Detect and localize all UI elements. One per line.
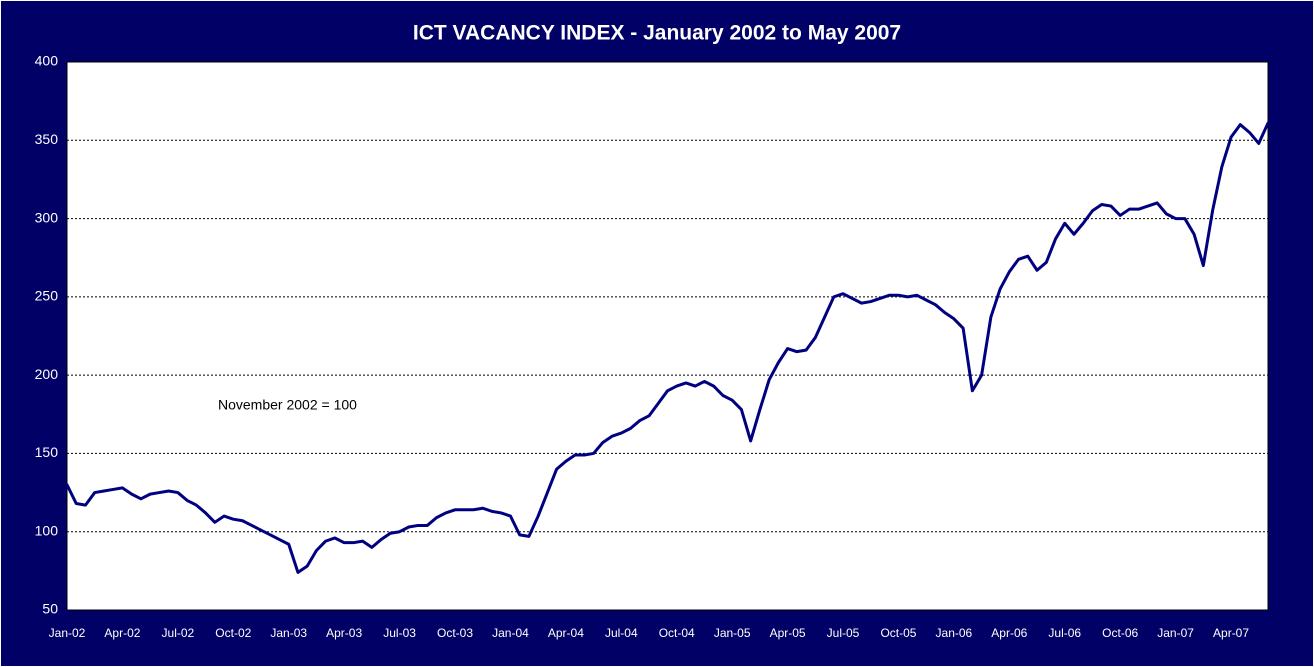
- x-tick-label: Jul-02: [162, 626, 195, 640]
- x-tick-label: Apr-04: [548, 626, 584, 640]
- x-tick-label: Jan-07: [1157, 626, 1194, 640]
- y-tick-label: 200: [35, 366, 59, 382]
- x-tick-label: Oct-04: [659, 626, 695, 640]
- x-tick-label: Jan-05: [714, 626, 751, 640]
- annotation: November 2002 = 100: [218, 397, 357, 413]
- x-tick-label: Apr-06: [991, 626, 1027, 640]
- data-line: [65, 121, 1270, 574]
- x-tick-label: Apr-03: [326, 626, 362, 640]
- x-tick-label: Oct-03: [437, 626, 473, 640]
- y-tick-label: 350: [35, 131, 59, 147]
- x-tick-label: Jul-05: [827, 626, 860, 640]
- x-tick-label: Oct-02: [215, 626, 251, 640]
- x-tick-label: Jan-03: [270, 626, 307, 640]
- x-tick-label: Apr-07: [1213, 626, 1249, 640]
- y-tick-label: 250: [35, 288, 59, 304]
- y-tick-label: 400: [35, 53, 59, 69]
- x-tick-label: Jan-06: [936, 626, 973, 640]
- chart-title: ICT VACANCY INDEX - January 2002 to May …: [413, 22, 901, 45]
- plot-area: [66, 61, 1269, 611]
- y-tick-label: 300: [35, 209, 59, 225]
- y-tick-label: 150: [35, 444, 59, 460]
- x-tick-label: Jul-03: [383, 626, 416, 640]
- x-tick-label: Jan-02: [49, 626, 86, 640]
- x-tick-label: Oct-06: [1102, 626, 1138, 640]
- x-tick-label: Apr-05: [770, 626, 806, 640]
- x-tick-label: Oct-05: [880, 626, 916, 640]
- y-tick-label: 50: [42, 601, 58, 617]
- y-tick-label: 100: [35, 522, 59, 538]
- x-tick-label: Jul-04: [605, 626, 638, 640]
- x-tick-label: Apr-02: [104, 626, 140, 640]
- x-tick-label: Jan-04: [492, 626, 529, 640]
- x-tick-label: Jul-06: [1048, 626, 1081, 640]
